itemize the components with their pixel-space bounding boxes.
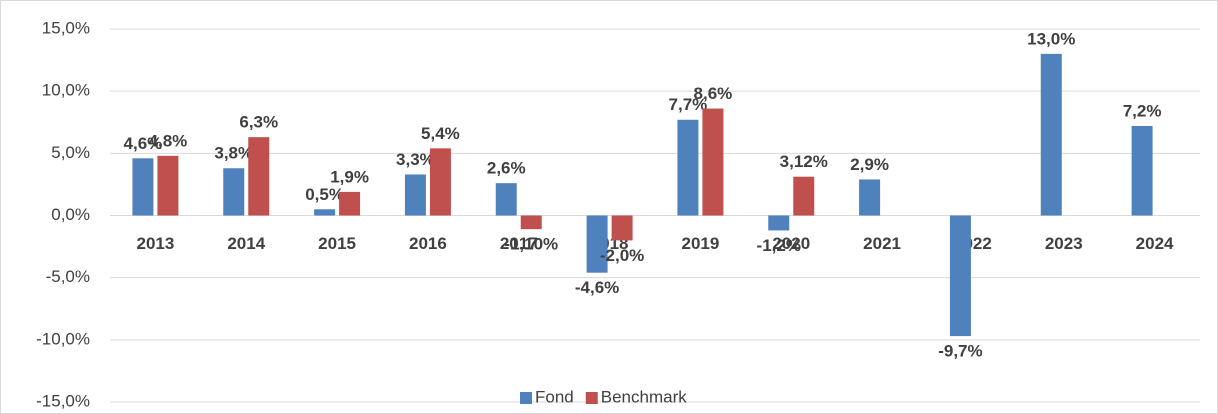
data-label: 2,6% [487, 159, 526, 178]
legend-label: Fond [535, 387, 574, 406]
bar [677, 119, 699, 216]
bar [1131, 125, 1153, 216]
bar [429, 148, 451, 216]
bar [611, 215, 633, 241]
x-tick-label: 2013 [137, 234, 175, 253]
bar [793, 176, 815, 216]
y-tick-label: -15,0% [36, 391, 90, 410]
data-label: 6,3% [239, 113, 278, 132]
data-label: 8,6% [694, 84, 733, 103]
bar [132, 158, 154, 216]
data-label: 13,0% [1027, 29, 1075, 48]
bar [339, 191, 361, 216]
legend-swatch [520, 392, 532, 404]
data-label: 7,2% [1123, 101, 1162, 120]
x-tick-label: 2015 [318, 234, 356, 253]
bar [223, 168, 245, 216]
y-tick-label: 15,0% [42, 18, 90, 37]
y-tick-label: 0,0% [51, 205, 90, 224]
data-label: -9,7% [938, 342, 982, 361]
legend-swatch [585, 392, 598, 404]
bar [157, 155, 179, 216]
bar [1040, 53, 1062, 216]
data-label: 3,8% [214, 144, 253, 163]
x-tick-label: 2024 [1136, 234, 1174, 253]
x-tick-label: 2020 [772, 234, 810, 253]
bar [768, 215, 790, 231]
data-label: -2,0% [600, 246, 644, 265]
bar [586, 215, 608, 273]
x-tick-label: 2019 [682, 234, 720, 253]
bar [495, 183, 517, 216]
data-label: -4,6% [575, 278, 619, 297]
x-tick-label: 2023 [1045, 234, 1083, 253]
data-label: 0,5% [305, 185, 344, 204]
data-label: 3,12% [780, 152, 828, 171]
x-tick-label: 2014 [227, 234, 265, 253]
data-label: 4,6% [124, 134, 163, 153]
data-label: 1,9% [330, 167, 369, 186]
y-tick-label: 5,0% [51, 143, 90, 162]
x-tick-label: 2017 [500, 234, 538, 253]
bar [702, 108, 724, 216]
bar [520, 215, 542, 230]
bar [949, 215, 971, 337]
bar [404, 174, 426, 216]
bar [859, 179, 881, 216]
legend-label: Benchmark [601, 387, 687, 406]
bar [314, 209, 336, 216]
y-tick-label: 10,0% [42, 81, 90, 100]
data-label: 2,9% [850, 155, 889, 174]
y-tick-label: -5,0% [46, 267, 90, 286]
data-label: 7,7% [669, 95, 708, 114]
data-label: -1,2% [757, 236, 801, 255]
data-label: -1,10% [504, 235, 558, 254]
x-tick-label: 2016 [409, 234, 447, 253]
data-label: 5,4% [421, 124, 460, 143]
bar [248, 137, 270, 216]
data-label: 3,3% [396, 150, 435, 169]
y-tick-label: -10,0% [36, 329, 90, 348]
data-label: 4,8% [149, 131, 188, 150]
x-tick-label: 2021 [863, 234, 901, 253]
